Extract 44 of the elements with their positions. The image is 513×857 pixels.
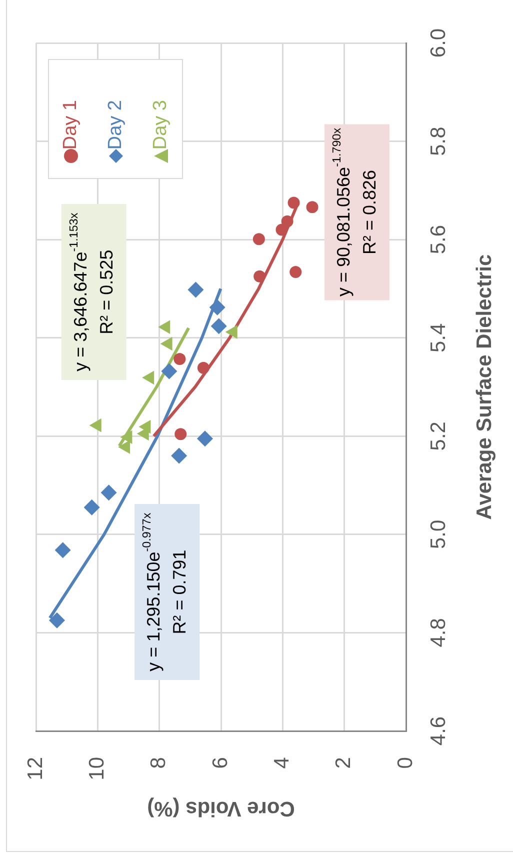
point [254, 270, 266, 282]
point [290, 266, 302, 278]
point [288, 196, 300, 209]
annotation: y = 90,081.056e-1.790x [330, 128, 354, 297]
y-tick-label: 5.8 [426, 126, 450, 156]
point [54, 542, 71, 558]
x-tick-label: 6 [208, 757, 232, 769]
point [281, 215, 294, 228]
point [171, 448, 188, 464]
x-tick-label: 4 [270, 756, 294, 769]
y-tick-label: 4.8 [426, 618, 450, 648]
point [276, 224, 288, 236]
point [306, 201, 318, 214]
point [84, 499, 100, 516]
point [196, 430, 213, 447]
y-tick-label: 5.2 [426, 422, 450, 451]
point [174, 352, 186, 365]
legend: Day 1 Day 2 Day 3 [48, 59, 183, 179]
y-tick-label: 4.6 [426, 716, 450, 746]
point [48, 612, 65, 628]
x-tick-label: 10 [85, 757, 108, 780]
y-tick-label: 5.6 [426, 224, 450, 254]
point [174, 428, 187, 440]
point [188, 282, 204, 298]
point [197, 362, 210, 374]
annotation: R² = 0.791 [170, 550, 190, 634]
point [210, 318, 227, 334]
y-tick-label: 6.0 [426, 28, 450, 58]
y-tick-label: 5.4 [426, 322, 450, 352]
x-tick-label: 2 [332, 757, 356, 769]
y-axis-title: Average Surface Dielectric [472, 254, 496, 520]
annotation: R² = 0.525 [96, 250, 116, 334]
x-axis-title: Core Voids (%) [147, 797, 295, 820]
point [252, 233, 265, 246]
x-tick-label: 12 [24, 757, 47, 780]
annotation: y = 1,295.150e-0.977x [140, 512, 164, 672]
annotation: R² = 0.826 [359, 170, 380, 255]
annotation: y = 3,646.647e-1.153x [67, 212, 90, 372]
point [100, 484, 117, 501]
x-tick-label: 8 [147, 757, 170, 769]
point [209, 299, 226, 316]
y-tick-label: 5.0 [426, 520, 450, 550]
point [161, 363, 178, 380]
x-tick-label: 0 [394, 757, 417, 769]
